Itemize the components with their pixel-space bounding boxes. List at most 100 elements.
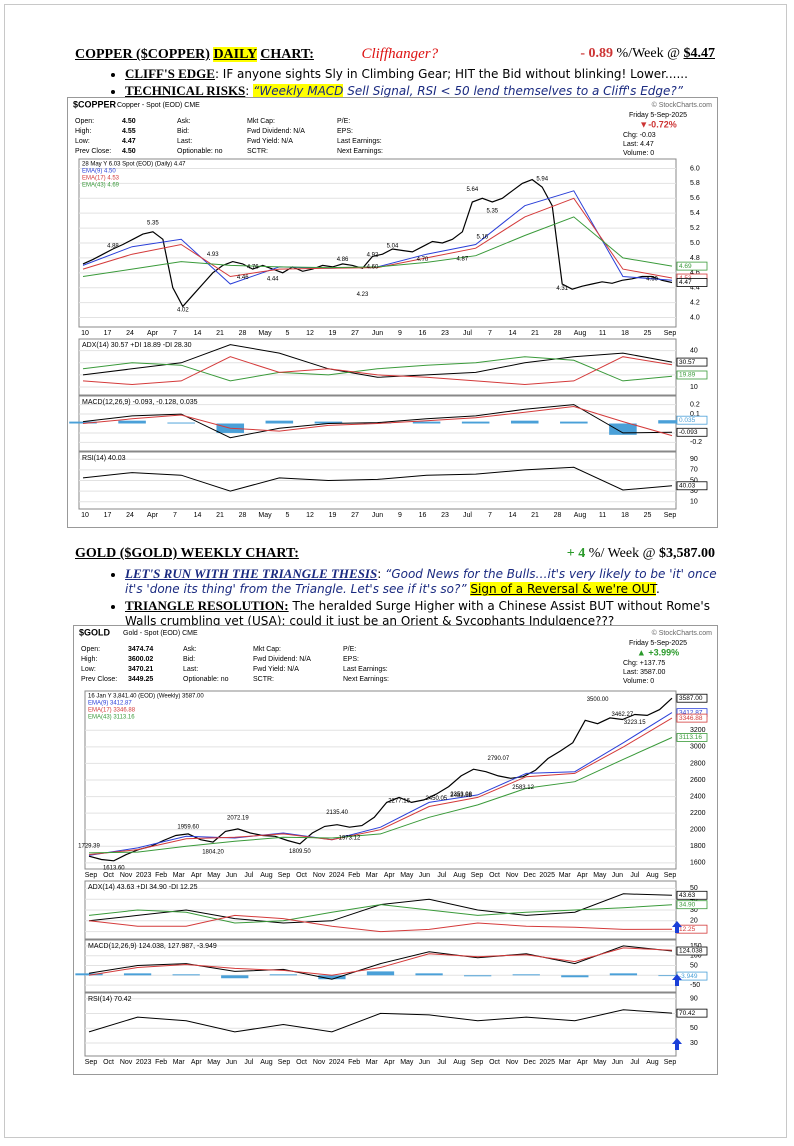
quote-field: Mkt Cap: <box>247 118 275 125</box>
x-tick-label: Nov <box>120 872 133 879</box>
value-tag-label: 3412.87 <box>679 709 703 716</box>
histogram-bar <box>464 975 492 977</box>
indicator-line <box>82 466 673 492</box>
price-annotation: 2353.08 <box>450 792 472 798</box>
x-tick-label: Sep <box>85 1059 98 1066</box>
y-tick-label: 10 <box>690 384 698 391</box>
quote-field: 3470.21 <box>128 666 153 673</box>
value-tag-label: 43.63 <box>679 892 696 899</box>
y-tick-label: -50 <box>690 982 700 989</box>
indicator-title: RSI(14) 40.03 <box>82 455 126 462</box>
quote-summary: Chg: +137.75 <box>623 660 665 667</box>
x-tick-label: May <box>593 1059 607 1066</box>
indicator-line <box>88 945 673 980</box>
x-tick-label: Aug <box>574 330 587 337</box>
x-tick-label: Apr <box>384 1059 396 1066</box>
y-tick-label: 4.6 <box>690 270 700 277</box>
x-tick-label: Jun <box>372 512 383 519</box>
x-tick-label: 14 <box>509 330 517 337</box>
x-tick-label: 25 <box>644 330 652 337</box>
value-tag-label: 19.89 <box>679 372 696 379</box>
value-tag <box>676 481 708 491</box>
x-tick-label: Jul <box>437 872 446 879</box>
bullet-text: The heralded Surge Higher with a Chinese… <box>125 599 710 628</box>
x-tick-label: 9 <box>398 512 402 519</box>
x-tick-label: 5 <box>286 512 290 519</box>
value-tag-label: 70.42 <box>679 1010 696 1017</box>
x-tick-label: 2025 <box>539 872 555 879</box>
bullet-list: CLIFF'S EDGE: IF anyone sights Sly in Cl… <box>100 66 737 100</box>
price-annotation: 4.31 <box>556 286 568 292</box>
indicator-line <box>88 947 673 976</box>
bullet-list: LET'S RUN WITH THE TRIANGLE THESIS: “Goo… <box>100 566 737 630</box>
price-annotation: 4.23 <box>357 292 369 298</box>
indicator-title: MACD(12,26,9) 124.038, 127.987, -3.949 <box>88 943 217 950</box>
quote-field: SCTR: <box>247 148 268 155</box>
indicator-line <box>88 717 673 856</box>
x-tick-label: Jul <box>630 872 639 879</box>
x-tick-label: 7 <box>173 512 177 519</box>
x-tick-label: Feb <box>155 1059 167 1066</box>
x-tick-label: Aug <box>453 1059 466 1066</box>
x-tick-label: Oct <box>103 872 114 879</box>
x-tick-label: Sep <box>471 1059 484 1066</box>
x-tick-label: 7 <box>173 330 177 337</box>
y-tick-label: 50 <box>690 1025 698 1032</box>
quote-field: EPS: <box>343 656 359 663</box>
panel-frame <box>84 992 677 1057</box>
x-tick-label: 2023 <box>136 1059 152 1066</box>
value-tag <box>676 415 708 425</box>
legend-entry: EMA(17) 4.53 <box>82 176 120 182</box>
value-tag <box>676 946 708 956</box>
legend-entry: EMA(43) 4.69 <box>82 183 120 189</box>
legend-entry: 16 Jan Y 3,841.40 (EOD) (Weekly) 3587.00 <box>88 694 204 700</box>
x-tick-label: Sep <box>664 872 677 879</box>
price-annotation: 2135.40 <box>326 810 348 816</box>
x-tick-label: Oct <box>103 1059 114 1066</box>
y-tick-label: 1800 <box>690 843 706 850</box>
value-tag-label: 3587.00 <box>679 695 703 702</box>
quote-field: Prev Close: <box>81 676 117 683</box>
histogram-bar <box>609 423 637 435</box>
chart-symbol: $GOLD <box>79 627 111 637</box>
quote-field: Low: <box>75 138 90 145</box>
price-annotation: 4.87 <box>457 256 469 262</box>
indicator-line <box>82 404 673 439</box>
histogram-bar <box>560 421 588 424</box>
price-annotation: 3223.15 <box>624 720 646 726</box>
x-tick-label: Apr <box>191 872 203 879</box>
x-tick-label: Nov <box>120 1059 133 1066</box>
y-tick-label: 5.8 <box>690 180 700 187</box>
x-tick-label: Mar <box>559 872 572 879</box>
x-tick-label: Apr <box>384 872 396 879</box>
x-tick-label: Jul <box>630 1059 639 1066</box>
y-tick-label: 2600 <box>690 777 706 784</box>
indicator-line <box>88 904 673 924</box>
histogram-bar <box>221 975 249 979</box>
quote-field: Ask: <box>183 646 197 653</box>
quote-field: Optionable: no <box>183 676 229 683</box>
value-tag <box>676 713 708 723</box>
x-tick-label: Sep <box>664 330 677 337</box>
y-tick-label: 2000 <box>690 827 706 834</box>
bullet-label: LET'S RUN WITH THE TRIANGLE THESIS <box>125 566 378 581</box>
x-tick-label: 9 <box>398 330 402 337</box>
x-tick-label: Jun <box>612 872 623 879</box>
x-tick-label: Apr <box>577 1059 589 1066</box>
value-tag <box>676 261 708 271</box>
histogram-bar <box>561 975 589 978</box>
price-annotation: 3462.27 <box>612 712 634 718</box>
x-tick-label: Sep <box>471 872 484 879</box>
x-tick-label: 27 <box>351 330 359 337</box>
quote-date: Friday 5-Sep-2025 <box>629 640 687 647</box>
x-tick-label: 19 <box>329 512 337 519</box>
chart-symbol: $COPPER <box>73 99 117 109</box>
x-tick-label: 2023 <box>136 872 152 879</box>
price-annotation: 4.44 <box>267 276 279 282</box>
price-annotation: 2277.16 <box>388 798 410 804</box>
chart-source: © StockCharts.com <box>652 101 713 109</box>
value-tag-label: 4.47 <box>679 279 692 286</box>
x-tick-label: 18 <box>621 512 629 519</box>
quote-field: Fwd Yield: N/A <box>253 666 299 673</box>
